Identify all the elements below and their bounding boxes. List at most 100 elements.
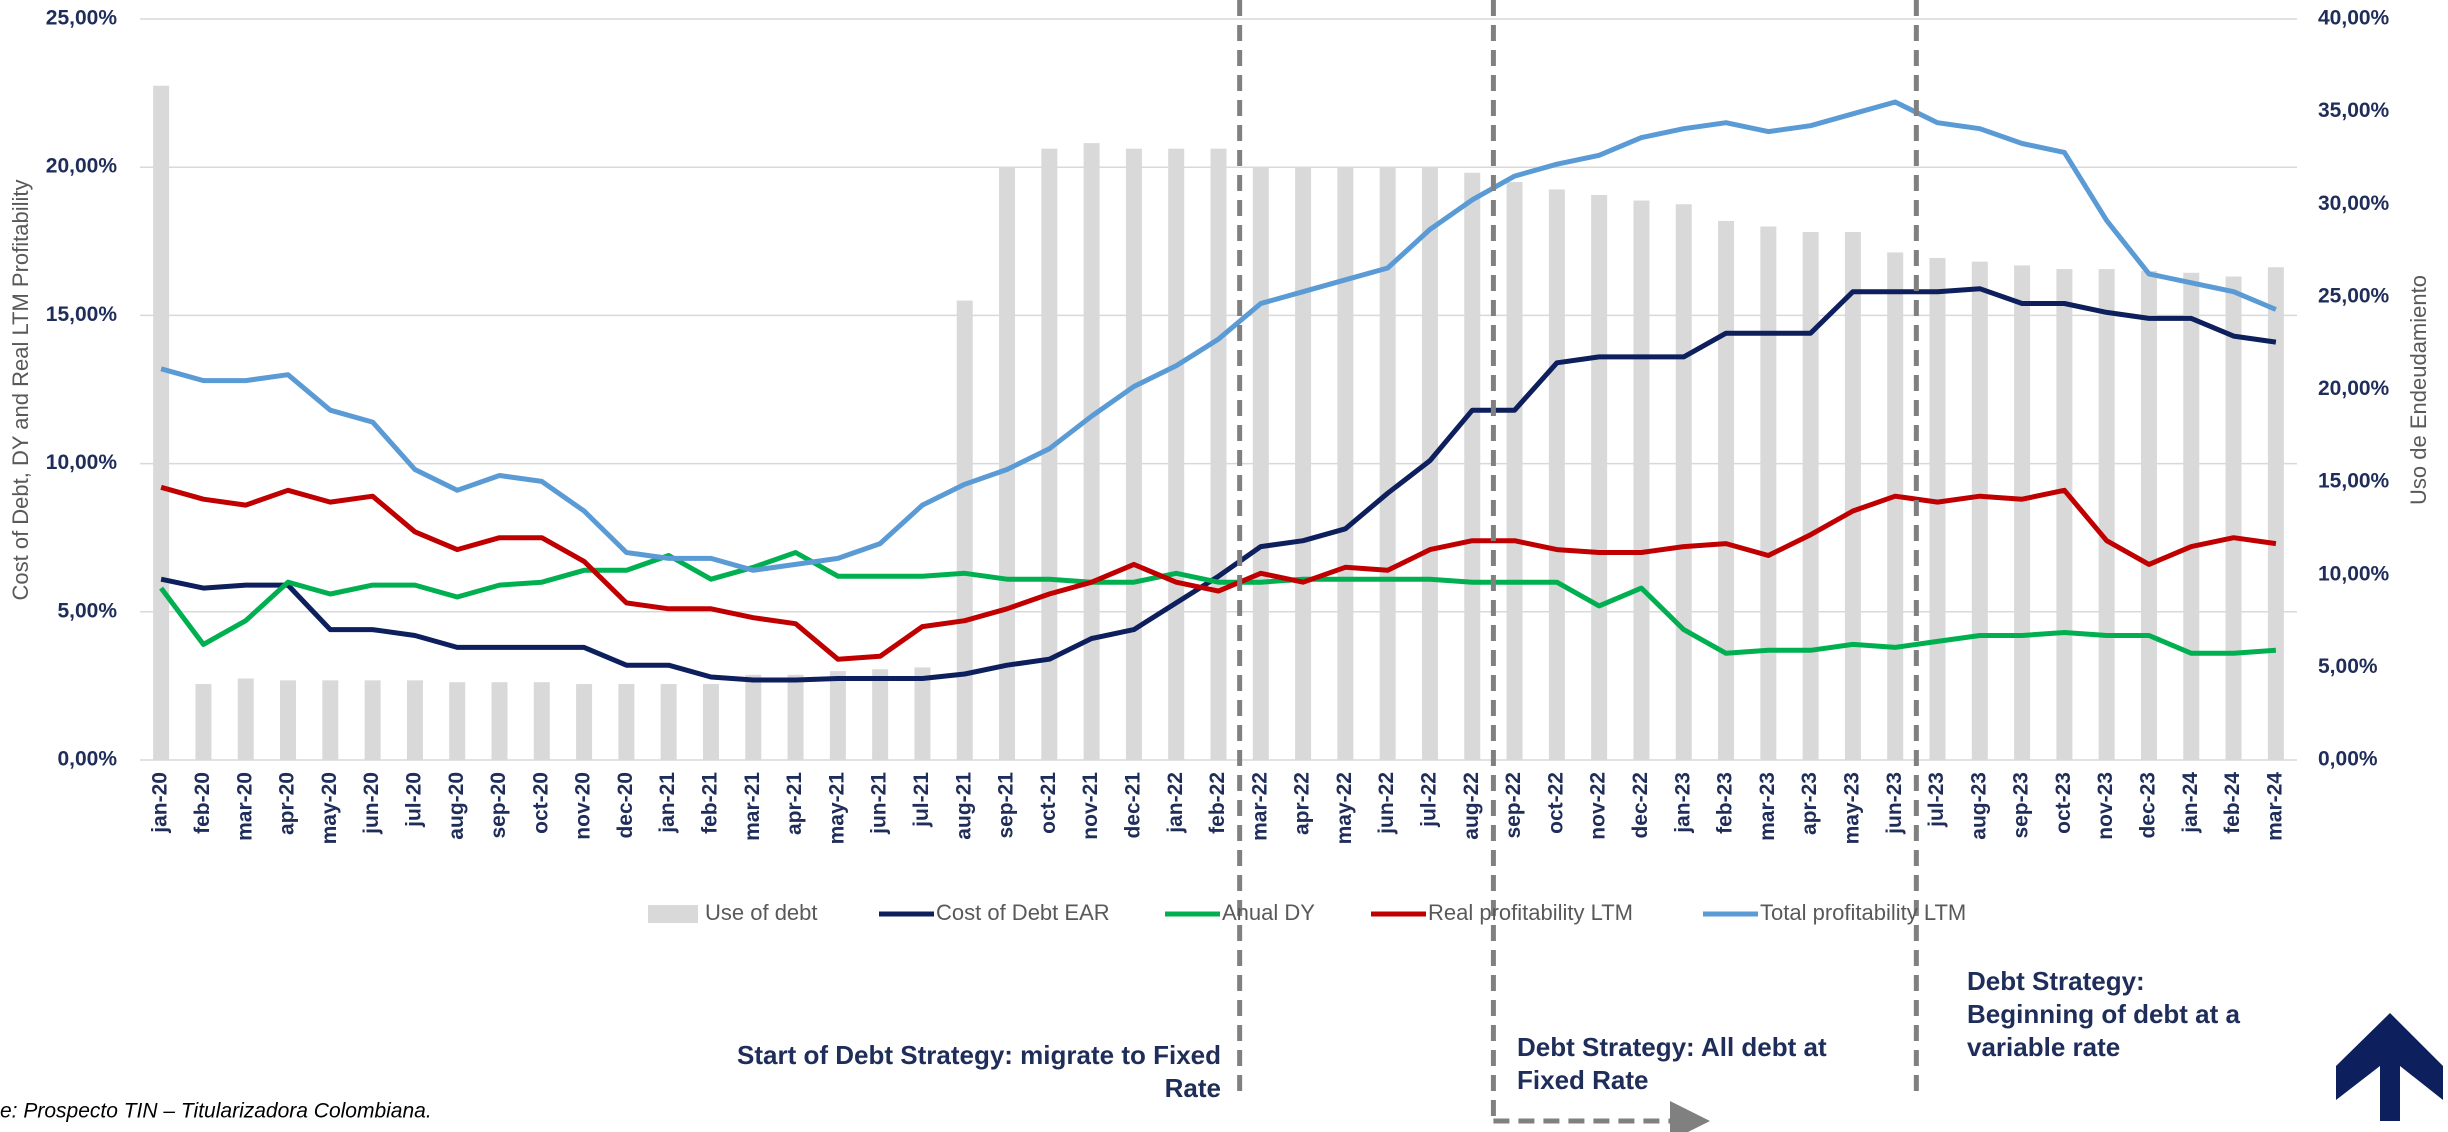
y2-tick-label: 30,00%	[2318, 192, 2390, 215]
annotation: Start of Debt Strategy: migrate to Fixed	[737, 1040, 1221, 1070]
x-tick-label: jul-21	[910, 772, 933, 828]
y2-axis-title: Uso de Endeudamiento	[2406, 275, 2431, 505]
y2-tick-label: 5,00%	[2318, 655, 2378, 678]
annotation: Rate	[1165, 1073, 1221, 1103]
legend-label: Total profitability LTM	[1760, 900, 1966, 925]
x-tick-label: aug-21	[952, 772, 975, 840]
y2-tick-label: 25,00%	[2318, 284, 2390, 307]
annotation: Beginning of debt at a	[1967, 999, 2241, 1029]
x-tick-label: oct-23	[2052, 772, 2075, 834]
bar	[787, 674, 804, 760]
x-tick-label: may-20	[318, 772, 341, 844]
x-tick-label: sep-21	[995, 772, 1018, 839]
x-tick-label: nov-23	[2094, 772, 2117, 840]
annotation: Debt Strategy:	[1967, 966, 2145, 996]
bar	[406, 680, 423, 760]
x-tick-label: apr-20	[276, 772, 299, 835]
x-tick-label: may-21	[825, 772, 848, 845]
y-axis-title: Cost of Debt, DY and Real LTM Profitabil…	[8, 179, 33, 600]
x-tick-label: jul-20	[402, 772, 425, 828]
bar	[576, 684, 593, 760]
bar	[702, 684, 719, 760]
x-tick-label: jun-23	[1883, 772, 1906, 835]
y2-tick-label: 10,00%	[2318, 562, 2390, 585]
line	[160, 99, 2277, 573]
bar	[1083, 143, 1100, 760]
y2-tick-label: 0,00%	[2318, 748, 2378, 771]
bar	[999, 167, 1016, 760]
y2-tick-label: 35,00%	[2318, 99, 2390, 122]
bar	[2183, 272, 2200, 760]
legend-label: Use of debt	[705, 900, 818, 925]
source-note: e: Prospecto TIN – Titularizadora Colomb…	[0, 1100, 432, 1123]
bar	[956, 300, 973, 760]
bar	[2225, 276, 2242, 760]
x-tick-label: jul-23	[1925, 772, 1948, 828]
y-tick-label: 20,00%	[46, 155, 118, 178]
x-tick-label: jan-24	[2179, 772, 2202, 834]
bar	[1125, 148, 1142, 761]
x-tick-label: feb-24	[2221, 772, 2244, 834]
x-tick-label: jun-22	[1375, 772, 1398, 835]
x-tick-label: mar-24	[2263, 772, 2286, 841]
bar	[1971, 261, 1988, 760]
bar	[1041, 148, 1058, 761]
x-tick-label: sep-22	[1502, 772, 1525, 839]
x-tick-label: dec-21	[1121, 772, 1144, 839]
x-tick-label: mar-20	[233, 772, 256, 841]
x-tick-label: feb-21	[699, 772, 722, 834]
bar	[1252, 167, 1269, 760]
bar	[1506, 182, 1523, 760]
bar	[153, 85, 170, 760]
bar	[1675, 204, 1692, 760]
x-tick-label: mar-23	[1756, 772, 1779, 841]
annotation: Fixed Rate	[1517, 1065, 1649, 1095]
bar	[745, 674, 762, 760]
bar	[280, 680, 297, 760]
bar	[2098, 269, 2115, 760]
bar	[660, 684, 677, 760]
y2-tick-label: 15,00%	[2318, 470, 2390, 493]
y-tick-label: 15,00%	[46, 303, 118, 326]
x-tick-label: may-22	[1333, 772, 1356, 844]
y2-tick-label: 20,00%	[2318, 377, 2390, 400]
x-tick-label: nov-20	[572, 772, 595, 840]
x-tick-label: sep-20	[487, 772, 510, 839]
legend-swatch	[648, 905, 698, 923]
x-tick-label: sep-23	[2010, 772, 2033, 839]
annotation: variable rate	[1967, 1032, 2120, 1062]
x-tick-label: nov-22	[1587, 772, 1610, 840]
x-tick-label: nov-21	[1079, 772, 1102, 840]
bar	[1548, 189, 1565, 760]
x-tick-label: apr-22	[1291, 772, 1314, 835]
x-tick-label: jun-21	[868, 772, 891, 835]
y-tick-label: 10,00%	[46, 451, 118, 474]
x-tick-label: dec-20	[614, 772, 637, 839]
annotation: Debt Strategy: All debt at	[1517, 1032, 1827, 1062]
bar	[1210, 148, 1227, 761]
bar	[1633, 200, 1650, 761]
bar	[829, 671, 846, 760]
x-tick-label: aug-23	[1967, 772, 1990, 840]
bar	[1379, 167, 1396, 760]
y-tick-label: 5,00%	[57, 599, 117, 622]
bar	[1295, 167, 1312, 760]
x-tick-label: jul-22	[1418, 772, 1441, 828]
bar	[1591, 194, 1608, 761]
x-tick-label: aug-20	[445, 772, 468, 840]
bar	[1760, 226, 1777, 761]
y-tick-label: 25,00%	[46, 7, 118, 30]
x-tick-label: feb-20	[191, 772, 214, 834]
x-tick-label: apr-21	[783, 772, 806, 835]
x-tick-label: dec-23	[2137, 772, 2160, 839]
bar	[491, 682, 508, 760]
bar	[449, 682, 466, 760]
bar	[533, 682, 550, 760]
legend-label: Cost of Debt EAR	[936, 900, 1110, 925]
bar	[364, 680, 381, 760]
bar	[2056, 269, 2073, 760]
bar	[1168, 148, 1185, 761]
bar	[195, 684, 212, 760]
